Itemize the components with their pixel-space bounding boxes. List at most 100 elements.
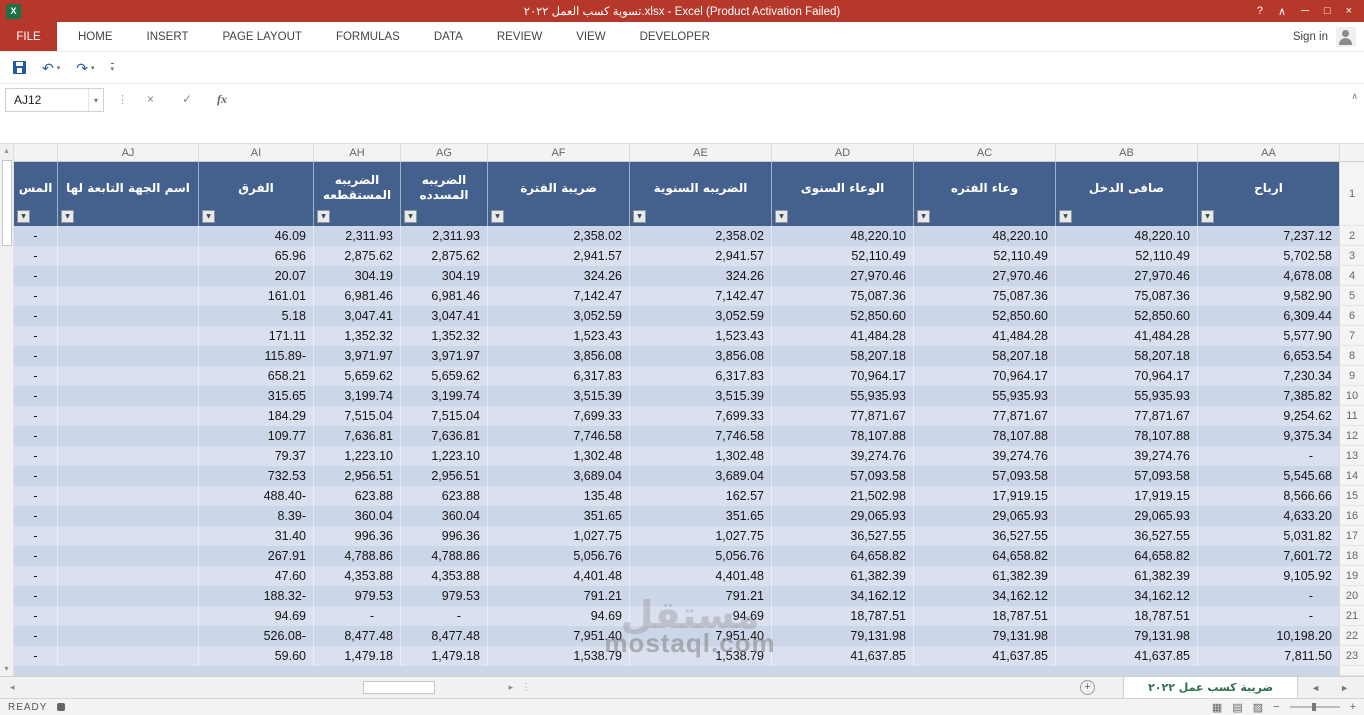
cell[interactable]: 7,385.82 [1197,386,1339,406]
cell[interactable]: 70,964.17 [913,366,1055,386]
cell[interactable]: 3,689.04 [629,466,771,486]
cell[interactable]: 5,031.82 [1197,526,1339,546]
cell[interactable]: 623.88 [313,486,400,506]
cell[interactable]: 29,065.93 [1055,506,1197,526]
cell[interactable]: 41,637.85 [771,646,913,666]
tab-file[interactable]: FILE [0,22,57,51]
cell[interactable]: 3,199.74 [313,386,400,406]
cell[interactable]: 360.04 [313,506,400,526]
cell[interactable]: 77,871.67 [771,406,913,426]
cell[interactable]: 135.48 [487,486,629,506]
cell[interactable]: 4,401.48 [629,566,771,586]
cell[interactable]: 52,110.49 [771,246,913,266]
cell[interactable]: 6,317.83 [487,366,629,386]
header-cell[interactable]: الضريبه السنوية ▼ [629,162,771,226]
cell[interactable] [57,546,198,566]
cell[interactable]: 6,981.46 [313,286,400,306]
cell[interactable]: 59.60 [198,646,313,666]
scroll-right-icon[interactable]: ▸ [508,682,514,692]
cell[interactable]: 2,875.62 [313,246,400,266]
customize-qat-button[interactable]: ▾ [106,60,120,76]
header-cell[interactable]: الفرق ▼ [198,162,313,226]
cell[interactable]: - [33,629,38,643]
cell[interactable]: 1,302.48 [487,446,629,466]
cell[interactable]: 75,087.36 [913,286,1055,306]
cell[interactable] [57,266,198,286]
cell[interactable]: - [33,529,38,543]
cell[interactable]: 94.69 [487,606,629,626]
collapse-formula-bar-icon[interactable]: ∧ [1351,91,1358,101]
cell[interactable]: 1,538.79 [629,646,771,666]
cell[interactable]: 65.96 [198,246,313,266]
row-number[interactable]: 22 [1339,626,1364,646]
cell[interactable]: - [33,269,38,283]
cell[interactable]: - [33,229,38,243]
tab-view[interactable]: VIEW [576,30,606,43]
maximize-icon[interactable]: □ [1323,5,1331,17]
cell[interactable] [57,646,198,666]
cell[interactable]: 5,659.62 [313,366,400,386]
cell[interactable]: 8.39- [198,506,313,526]
cell[interactable] [57,426,198,446]
filter-dropdown-icon[interactable]: ▼ [1201,210,1214,223]
cell[interactable]: 324.26 [487,266,629,286]
scroll-left-icon[interactable]: ◂ [10,682,15,692]
cell[interactable]: 7,636.81 [313,426,400,446]
cell[interactable]: 36,527.55 [771,526,913,546]
cell[interactable]: 3,689.04 [487,466,629,486]
cell[interactable]: 1,479.18 [313,646,400,666]
zoom-slider-thumb[interactable] [1311,703,1316,711]
cell[interactable]: 48,220.10 [913,226,1055,246]
cell[interactable]: 4,788.86 [400,546,487,566]
cell[interactable]: - [33,409,38,423]
cell[interactable]: 1,523.43 [629,326,771,346]
cell[interactable]: 7,699.33 [487,406,629,426]
column-letter-AC[interactable]: AC [913,144,1055,161]
row-number[interactable]: 5 [1339,286,1364,306]
cell[interactable]: 1,223.10 [400,446,487,466]
cell[interactable] [57,386,198,406]
cell[interactable]: 52,850.60 [913,306,1055,326]
horizontal-scrollbar-thumb[interactable] [362,681,435,694]
column-letter-AD[interactable]: AD [771,144,913,161]
cell[interactable]: 3,515.39 [629,386,771,406]
cell[interactable]: 1,538.79 [487,646,629,666]
cell[interactable]: 1,223.10 [313,446,400,466]
cell[interactable]: 3,971.97 [400,346,487,366]
cell[interactable]: 2,311.93 [313,226,400,246]
cell[interactable]: 7,811.50 [1197,646,1339,666]
cell[interactable]: 94.69 [629,606,771,626]
cell[interactable]: 5,056.76 [487,546,629,566]
header-cell[interactable]: وعاء الفتره ▼ [913,162,1055,226]
cell[interactable]: 52,850.60 [771,306,913,326]
cell[interactable]: 27,970.46 [913,266,1055,286]
filter-dropdown-icon[interactable]: ▼ [61,210,74,223]
cell[interactable]: 1,479.18 [400,646,487,666]
cell[interactable] [57,626,198,646]
row-number[interactable]: 1 [1339,162,1364,226]
row-number[interactable]: 6 [1339,306,1364,326]
cell[interactable]: 1,352.32 [313,326,400,346]
cell[interactable]: 115.89- [198,346,313,366]
cell[interactable]: 78,107.88 [771,426,913,446]
cell[interactable]: - [313,606,400,626]
filter-dropdown-icon[interactable]: ▼ [317,210,330,223]
cell[interactable]: 3,047.41 [400,306,487,326]
cell[interactable]: 7,951.40 [487,626,629,646]
cell[interactable]: 2,941.57 [629,246,771,266]
cell[interactable]: 61,382.39 [913,566,1055,586]
cell[interactable]: 324.26 [629,266,771,286]
cell[interactable]: 64,658.82 [913,546,1055,566]
cell[interactable]: 188.32- [198,586,313,606]
cell[interactable]: 171.11 [198,326,313,346]
page-break-view-button[interactable]: ▨ [1252,701,1264,714]
cell[interactable]: 57,093.58 [913,466,1055,486]
cell[interactable]: 39,274.76 [771,446,913,466]
cell[interactable]: 21,502.98 [771,486,913,506]
cell[interactable]: 39,274.76 [913,446,1055,466]
minimize-icon[interactable]: ─ [1301,5,1309,17]
splitter-grip-icon[interactable]: ⋮ [521,682,532,693]
zoom-in-button[interactable]: + [1349,701,1356,713]
cell[interactable]: 7,142.47 [487,286,629,306]
zoom-out-button[interactable]: − [1273,701,1280,713]
